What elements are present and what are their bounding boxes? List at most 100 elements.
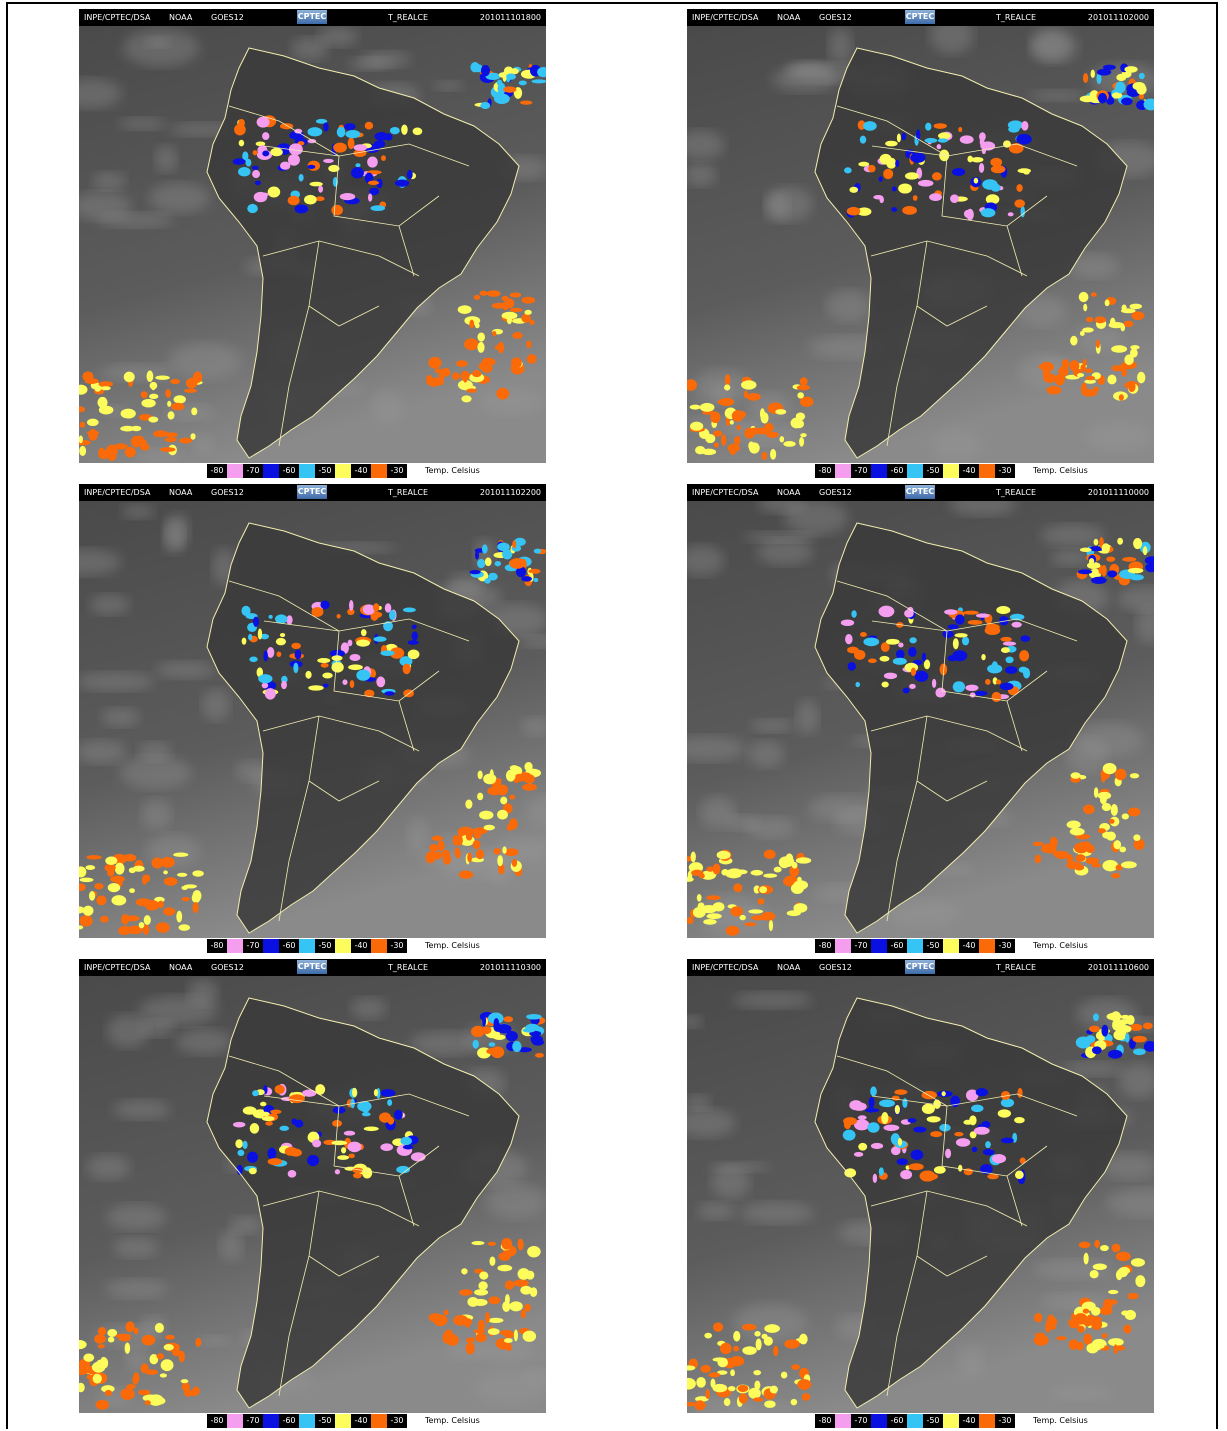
legend-swatch: [871, 939, 887, 953]
legend-swatch: [335, 464, 351, 478]
panel-header: INPE/CPTEC/DSANOAAGOES12T_REALCECPTEC201…: [687, 9, 1154, 26]
header-text: INPE/CPTEC/DSA: [84, 13, 150, 22]
legend-label: -30: [387, 1414, 407, 1428]
header-text: T_REALCE: [388, 13, 428, 22]
legend-swatch: [871, 1414, 887, 1428]
header-text: NOAA: [777, 488, 800, 497]
header-text: INPE/CPTEC/DSA: [84, 488, 150, 497]
legend-label: -60: [279, 464, 299, 478]
legend-label: -30: [995, 939, 1015, 953]
legend-label: -70: [851, 1414, 871, 1428]
header-text: T_REALCE: [996, 488, 1036, 497]
legend-swatch: [335, 939, 351, 953]
legend-unit: Temp. Celsius: [425, 1414, 480, 1428]
legend-label: -60: [279, 939, 299, 953]
header-text: NOAA: [777, 13, 800, 22]
legend: -80 -70 -60 -50 -40 -30 Temp. Celsius: [207, 1414, 480, 1428]
legend-label: -50: [315, 464, 335, 478]
legend-label: -70: [243, 464, 263, 478]
legend-unit: Temp. Celsius: [1033, 464, 1088, 478]
legend-swatch: [979, 464, 995, 478]
legend-swatch: [227, 1414, 243, 1428]
header-text: GOES12: [819, 13, 852, 22]
legend: -80-70-60-50-40-30Temp. Celsius: [815, 939, 1088, 953]
legend-label: -40: [959, 939, 979, 953]
legend-label: -80: [815, 464, 835, 478]
legend-label: -60: [887, 1414, 907, 1428]
legend-unit: Temp. Celsius: [1033, 939, 1088, 953]
legend-swatch: [871, 464, 887, 478]
legend-swatch: [979, 1414, 995, 1428]
satellite-image: [687, 501, 1154, 938]
cptec-logo: CPTEC: [905, 10, 935, 24]
legend-swatch: [943, 1414, 959, 1428]
legend-swatch: [943, 939, 959, 953]
legend-label: -50: [315, 1414, 335, 1428]
legend-label: -30: [387, 464, 407, 478]
timestamp: 201011110600: [1088, 963, 1149, 972]
header-text: INPE/CPTEC/DSA: [692, 488, 758, 497]
header-text: INPE/CPTEC/DSA: [692, 963, 758, 972]
legend-label: -40: [351, 1414, 371, 1428]
legend-label: -40: [959, 464, 979, 478]
legend-swatch: [263, 464, 279, 478]
legend-swatch: [263, 939, 279, 953]
header-text: T_REALCE: [388, 963, 428, 972]
legend-label: -50: [923, 1414, 943, 1428]
legend-label: -60: [887, 464, 907, 478]
header-text: T_REALCE: [996, 963, 1036, 972]
legend-label: -80: [207, 1414, 227, 1428]
legend-label: -60: [279, 1414, 299, 1428]
legend-swatch: [835, 939, 851, 953]
satellite-panel: INPE/CPTEC/DSANOAAGOES12T_REALCECPTEC201…: [687, 484, 1154, 954]
header-text: NOAA: [169, 963, 192, 972]
page: {"header": {"source": "INPE/CPTEC/DSA", …: [0, 0, 1227, 1431]
legend-unit: Temp. Celsius: [425, 939, 480, 953]
legend-label: -70: [243, 1414, 263, 1428]
legend-label: -80: [815, 1414, 835, 1428]
cptec-logo: CPTEC: [297, 485, 327, 499]
timestamp: 201011102200: [480, 488, 541, 497]
legend-swatch: [371, 939, 387, 953]
legend-label: -40: [351, 939, 371, 953]
legend-swatch: [227, 464, 243, 478]
legend-swatch: [943, 464, 959, 478]
legend-swatch: [263, 1414, 279, 1428]
header-text: GOES12: [211, 488, 244, 497]
legend-swatch: [335, 1414, 351, 1428]
timestamp: 201011101800: [480, 13, 541, 22]
header-text: NOAA: [777, 963, 800, 972]
legend-label: -30: [995, 464, 1015, 478]
cptec-logo: CPTEC: [905, 960, 935, 974]
legend-label: -50: [923, 464, 943, 478]
header-text: GOES12: [211, 963, 244, 972]
legend-unit: Temp. Celsius: [1033, 1414, 1088, 1428]
satellite-image: [79, 501, 546, 938]
header-text: T_REALCE: [388, 488, 428, 497]
timestamp: 201011110000: [1088, 488, 1149, 497]
header-text: GOES12: [211, 13, 244, 22]
legend-swatch: [907, 1414, 923, 1428]
legend-label: -80: [207, 939, 227, 953]
legend-label: -50: [315, 939, 335, 953]
legend-label: -70: [851, 464, 871, 478]
timestamp: 201011110300: [480, 963, 541, 972]
legend-label: -40: [959, 1414, 979, 1428]
legend-swatch: [835, 464, 851, 478]
legend-swatch: [835, 1414, 851, 1428]
legend-label: -60: [887, 939, 907, 953]
satellite-panel: INPE/CPTEC/DSANOAAGOES12T_REALCECPTEC201…: [79, 959, 546, 1429]
header-text: T_REALCE: [996, 13, 1036, 22]
legend-swatch: [907, 939, 923, 953]
legend-swatch: [227, 939, 243, 953]
legend-swatch: [907, 464, 923, 478]
legend-label: -50: [923, 939, 943, 953]
legend-swatch: [299, 939, 315, 953]
legend-swatch: [299, 1414, 315, 1428]
satellite-panel: INPE/CPTEC/DSANOAAGOES12T_REALCECPTEC201…: [79, 9, 546, 479]
